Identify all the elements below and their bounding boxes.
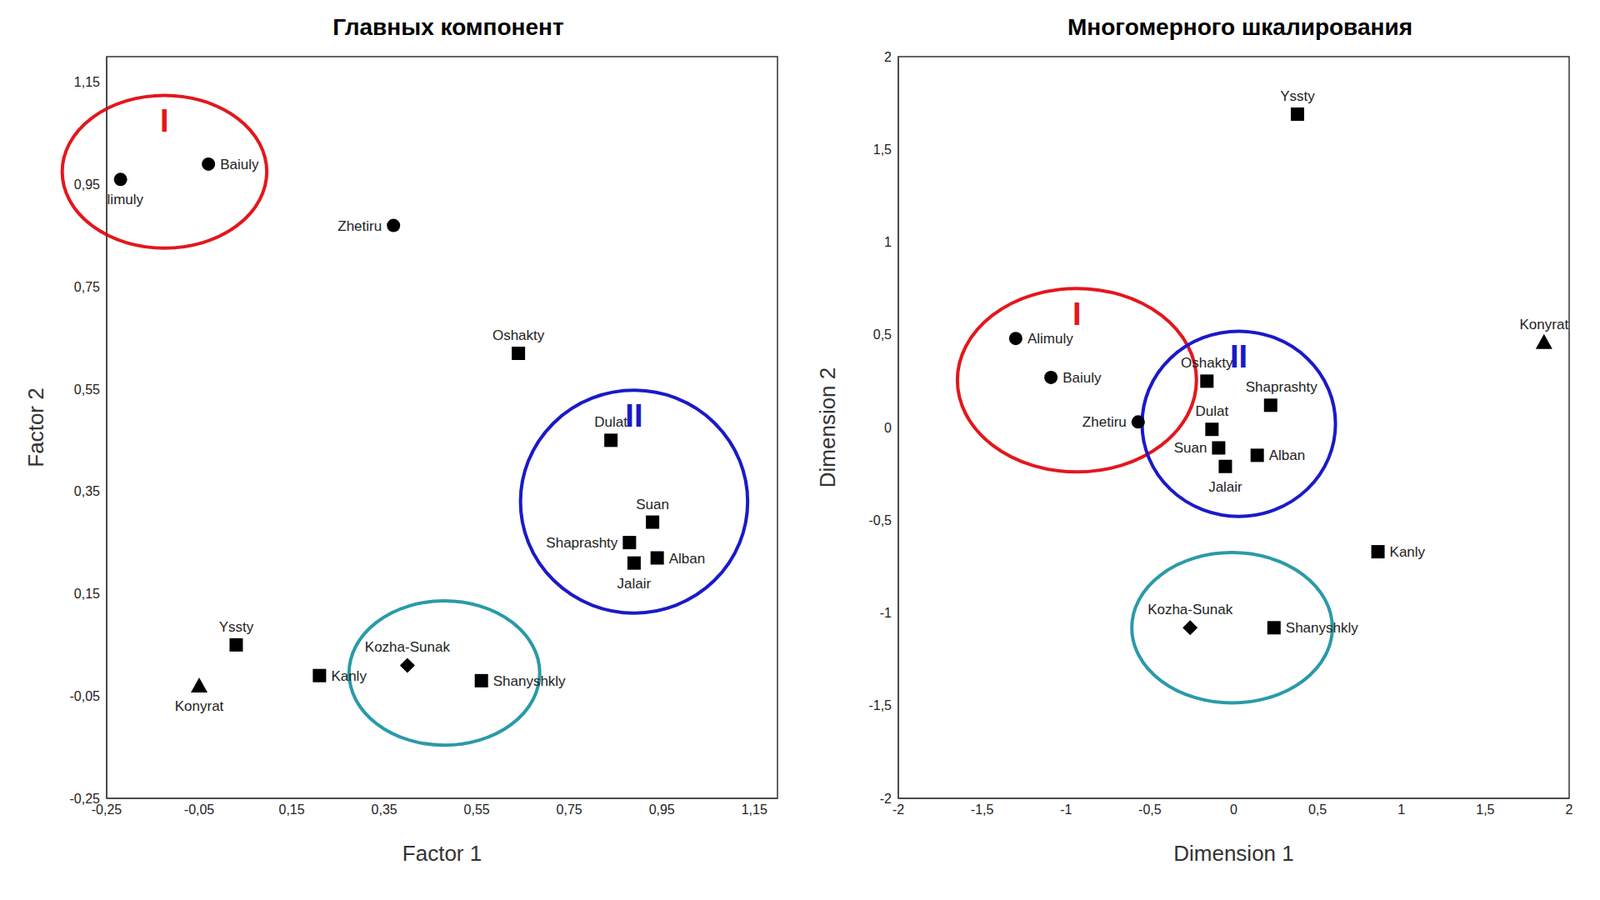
svg-text:I: I — [1072, 296, 1082, 332]
svg-text:-2: -2 — [880, 791, 892, 806]
svg-text:Alban: Alban — [669, 550, 705, 567]
svg-text:Shanyshkly: Shanyshkly — [493, 673, 566, 690]
svg-text:II: II — [1230, 339, 1248, 375]
svg-text:Shaprashty: Shaprashty — [1245, 379, 1318, 395]
svg-text:Alimuly: Alimuly — [1027, 330, 1074, 347]
svg-text:1,5: 1,5 — [1475, 802, 1495, 817]
svg-text:Oshakty: Oshakty — [492, 327, 545, 344]
svg-text:1,5: 1,5 — [873, 142, 892, 157]
svg-text:-1,5: -1,5 — [970, 802, 995, 817]
svg-text:Factor 1: Factor 1 — [402, 840, 482, 866]
html-text:Главных компонент: Главных компонент — [332, 14, 564, 40]
svg-text:-0,5: -0,5 — [868, 513, 892, 528]
svg-text:Yssty: Yssty — [219, 619, 255, 635]
svg-text:Factor 2: Factor 2 — [23, 387, 49, 467]
svg-text:Yssty: Yssty — [1280, 88, 1315, 105]
svg-text:-1: -1 — [880, 605, 892, 620]
svg-text:Zhetiru: Zhetiru — [337, 218, 382, 235]
svg-text:Konyrat: Konyrat — [175, 698, 225, 715]
svg-text:0,95: 0,95 — [74, 177, 100, 192]
svg-text:2: 2 — [1565, 802, 1574, 817]
svg-text:0,5: 0,5 — [1308, 802, 1327, 817]
svg-text:0,75: 0,75 — [74, 280, 100, 295]
svg-text:0,5: 0,5 — [873, 327, 892, 342]
svg-text:Alimuly: Alimuly — [106, 191, 145, 208]
svg-text:0,55: 0,55 — [74, 382, 100, 397]
svg-text:0,55: 0,55 — [464, 802, 490, 817]
svg-text:-1,5: -1,5 — [868, 698, 892, 713]
svg-text:-0,05: -0,05 — [70, 689, 101, 704]
svg-text:0,15: 0,15 — [74, 586, 100, 601]
svg-text:Baiuly: Baiuly — [1062, 370, 1102, 386]
svg-text:0,75: 0,75 — [556, 802, 583, 817]
svg-text:0,15: 0,15 — [278, 802, 305, 817]
svg-text:Dulat: Dulat — [594, 414, 628, 430]
svg-text:1,15: 1,15 — [74, 75, 100, 90]
svg-text:-0,25: -0,25 — [91, 802, 122, 817]
svg-text:-0,5: -0,5 — [1138, 802, 1162, 817]
svg-text:Kozha-Sunak: Kozha-Sunak — [365, 639, 451, 655]
svg-text:I: I — [160, 103, 170, 139]
svg-text:Konyrat: Konyrat — [1520, 316, 1570, 333]
svg-text:Zhetiru: Zhetiru — [1082, 414, 1127, 430]
svg-text:0,95: 0,95 — [649, 802, 675, 817]
svg-text:Shanyshkly: Shanyshkly — [1285, 620, 1359, 636]
svg-text:0,35: 0,35 — [371, 802, 398, 817]
svg-text:1: 1 — [1397, 802, 1405, 817]
svg-text:-0,25: -0,25 — [70, 791, 101, 806]
svg-text:-2: -2 — [892, 802, 905, 817]
svg-text:Dimension 1: Dimension 1 — [1173, 840, 1295, 866]
svg-text:Dimension 2: Dimension 2 — [815, 367, 840, 489]
svg-text:Kanly: Kanly — [1390, 544, 1426, 560]
svg-text:Jalair: Jalair — [1208, 479, 1243, 495]
svg-text:Alban: Alban — [1269, 447, 1305, 464]
svg-text:Suan: Suan — [635, 496, 670, 513]
svg-text:0: 0 — [1230, 802, 1238, 817]
svg-text:Kanly: Kanly — [330, 668, 367, 685]
svg-text:Dulat: Dulat — [1195, 403, 1229, 420]
svg-text:0: 0 — [884, 420, 892, 435]
svg-text:Suan: Suan — [1174, 440, 1208, 456]
svg-text:0,35: 0,35 — [74, 484, 100, 499]
svg-text:-1: -1 — [1060, 802, 1072, 817]
svg-text:2: 2 — [884, 50, 892, 65]
svg-text:Jalair: Jalair — [617, 575, 652, 592]
svg-text:Oshakty: Oshakty — [1180, 355, 1234, 371]
svg-text:Baiuly: Baiuly — [220, 156, 260, 173]
svg-text:Shaprashty: Shaprashty — [545, 535, 618, 551]
svg-text:Kozha-Sunak: Kozha-Sunak — [1147, 601, 1234, 618]
svg-text:-0,05: -0,05 — [184, 802, 215, 817]
html-text:Многомерного шкалирования: Многомерного шкалирования — [1067, 14, 1413, 40]
svg-text:1,15: 1,15 — [741, 802, 768, 817]
svg-text:1: 1 — [884, 235, 892, 250]
svg-text:II: II — [625, 398, 643, 434]
